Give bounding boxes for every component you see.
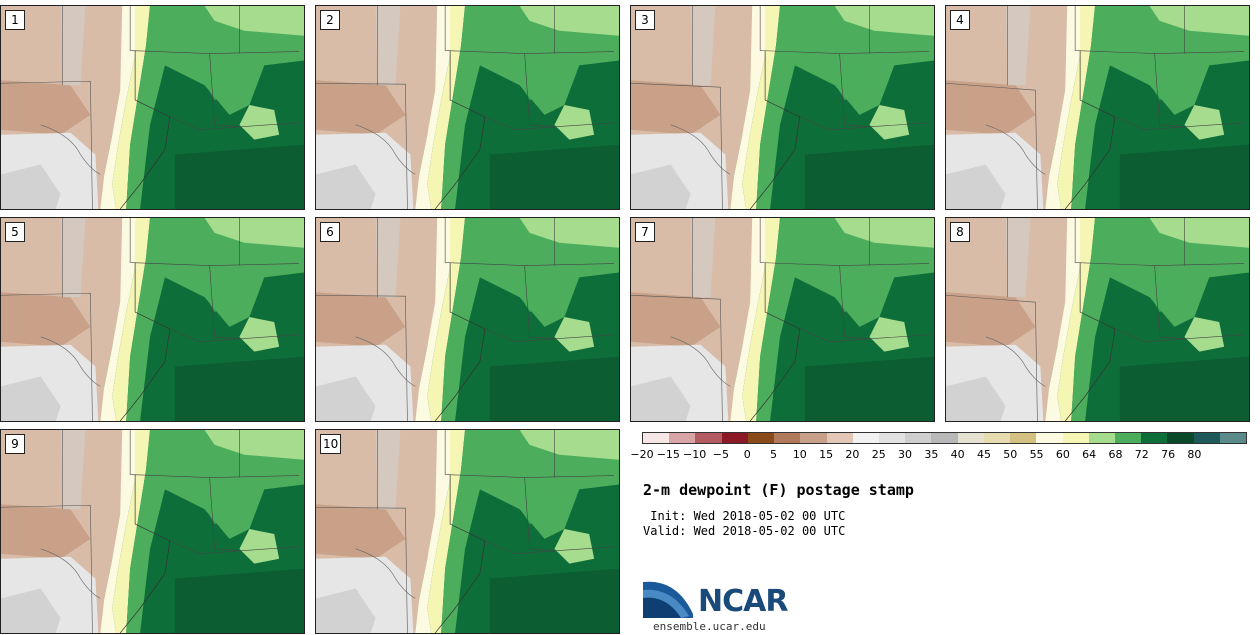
member-number: 7 (635, 222, 655, 242)
ensemble-member-panel: 1 (0, 5, 305, 210)
colorbar-tick-label: 68 (1108, 448, 1123, 461)
colorbar-swatch (905, 433, 932, 443)
colorbar-swatch (1141, 433, 1168, 443)
member-number: 2 (320, 10, 340, 30)
colorbar-tick-label: 76 (1161, 448, 1176, 461)
colorbar-tick-label: −5 (712, 448, 730, 461)
colorbar-tick-label: 72 (1134, 448, 1149, 461)
ensemble-member-panel: 3 (630, 5, 935, 210)
colorbar-swatch (695, 433, 722, 443)
ncar-logo: NCAR (643, 578, 803, 628)
member-number: 6 (320, 222, 340, 242)
dewpoint-map (316, 218, 619, 421)
colorbar-swatch (826, 433, 853, 443)
colorbar-tick-label: 50 (1003, 448, 1018, 461)
colorbar-swatch (669, 433, 696, 443)
colorbar-swatch (643, 433, 670, 443)
colorbar-swatch (983, 433, 1011, 443)
valid-time: Valid: Wed 2018-05-02 00 UTC (643, 524, 846, 538)
dewpoint-map (946, 6, 1249, 209)
figure-title: 2-m dewpoint (F) postage stamp (643, 481, 914, 499)
colorbar-ticks: −20 −15 −10 −5 0 5 10 15 20 25 30 35 40 45 50 55 60 64 68 7… (630, 448, 1247, 466)
dewpoint-map (316, 6, 619, 209)
dewpoint-map (1, 430, 304, 633)
dewpoint-map (631, 6, 934, 209)
dewpoint-map (631, 218, 934, 421)
site-url: ensemble.ucar.edu (653, 620, 766, 633)
colorbar-swatch (800, 433, 827, 443)
colorbar-tick-label: 45 (976, 448, 991, 461)
colorbar-swatch (721, 433, 748, 443)
ensemble-member-panel: 6 (315, 217, 620, 422)
member-number: 10 (320, 434, 342, 454)
colorbar-tick-label: 64 (1082, 448, 1097, 461)
colorbar-tick-label: 0 (743, 448, 751, 461)
colorbar-tick-label: 25 (871, 448, 886, 461)
dewpoint-map (1, 218, 304, 421)
colorbar-swatch (1088, 433, 1115, 443)
colorbar-swatch (1167, 433, 1194, 443)
ensemble-member-panel: 5 (0, 217, 305, 422)
member-number: 5 (5, 222, 25, 242)
ensemble-member-panel: 2 (315, 5, 620, 210)
colorbar-swatch (852, 433, 879, 443)
ensemble-member-panel: 7 (630, 217, 935, 422)
colorbar-tick-label: 80 (1187, 448, 1202, 461)
colorbar-tick-label: −15 (656, 448, 680, 461)
colorbar-swatch (1062, 433, 1089, 443)
colorbar-swatch (747, 433, 775, 443)
member-number: 1 (5, 10, 25, 30)
colorbar-tick-label: 35 (924, 448, 939, 461)
colorbar-tick-label: −10 (682, 448, 707, 461)
colorbar-tick-label: 40 (950, 448, 965, 461)
init-time: Init: Wed 2018-05-02 00 UTC (643, 509, 846, 523)
colorbar-swatch (1219, 433, 1247, 443)
ensemble-member-panel: 8 (945, 217, 1250, 422)
dewpoint-map (1, 6, 304, 209)
member-number: 8 (950, 222, 970, 242)
member-number: 4 (950, 10, 970, 30)
ensemble-member-panel: 9 (0, 429, 305, 634)
colorbar: −20 −15 −10 −5 0 5 10 15 20 25 30 35 40 45 50 55 60 64 68 7… (630, 430, 1250, 470)
colorbar-tick-label: −20 (630, 448, 654, 461)
colorbar-tick-label: 5 (770, 448, 778, 461)
colorbar-tick-label: 20 (845, 448, 860, 461)
dewpoint-map (946, 218, 1249, 421)
logo-text: NCAR (698, 584, 788, 619)
colorbar-strip (642, 432, 1247, 444)
ensemble-member-panel: 4 (945, 5, 1250, 210)
colorbar-swatch (957, 433, 984, 443)
ensemble-member-panel: 10 (315, 429, 620, 634)
colorbar-swatch (1036, 433, 1063, 443)
ncar-swoosh-icon (643, 581, 693, 618)
colorbar-tick-label: 55 (1029, 448, 1044, 461)
colorbar-tick-label: 15 (819, 448, 834, 461)
member-number: 9 (5, 434, 25, 454)
colorbar-tick-label: 10 (792, 448, 807, 461)
colorbar-swatch (1193, 433, 1220, 443)
colorbar-swatch (931, 433, 958, 443)
colorbar-swatch (774, 433, 801, 443)
colorbar-swatch (1010, 433, 1037, 443)
colorbar-tick-label: 30 (898, 448, 913, 461)
colorbar-tick-label: 60 (1055, 448, 1070, 461)
colorbar-swatch (1114, 433, 1142, 443)
colorbar-swatch (878, 433, 906, 443)
member-number: 3 (635, 10, 655, 30)
dewpoint-map (316, 430, 619, 633)
